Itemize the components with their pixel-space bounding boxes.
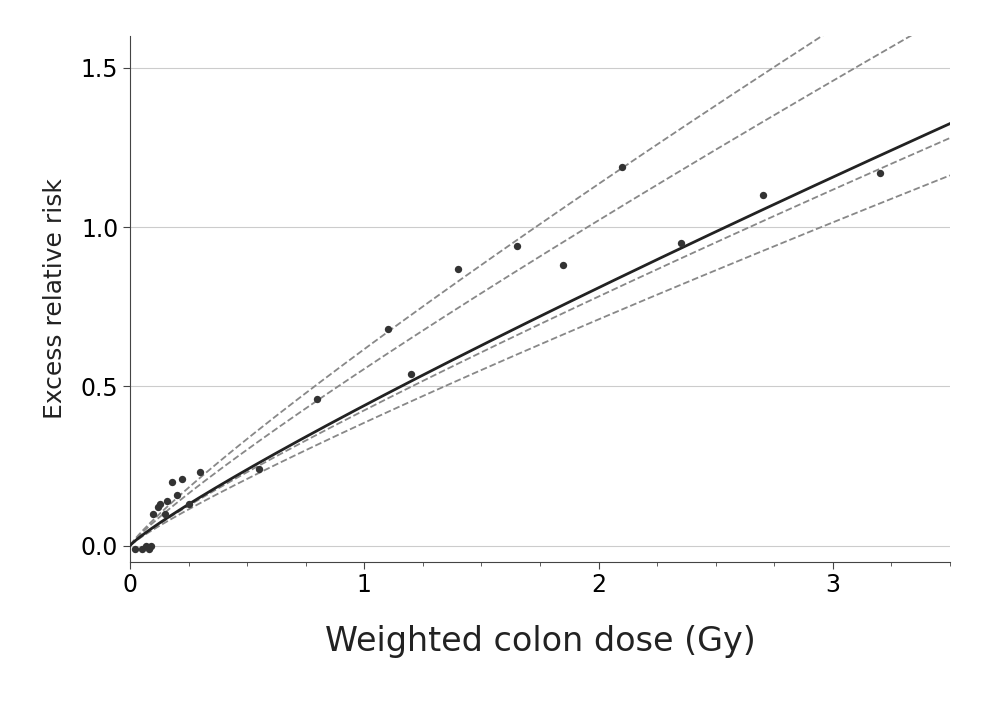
Point [555,260,571,271]
Point [309,393,325,405]
Point [150,502,166,513]
Point [127,543,143,554]
Point [755,189,771,201]
Point [174,473,190,485]
Point [134,543,150,554]
Point [138,540,154,552]
Point [143,540,159,552]
Point [509,240,525,252]
Point [192,467,208,478]
Point [614,161,630,172]
X-axis label: Weighted colon dose (Gy): Weighted colon dose (Gy) [325,625,755,658]
Point [164,476,180,487]
Point [251,464,267,475]
Point [169,489,185,500]
Point [152,498,168,510]
Point [673,238,689,249]
Point [157,508,173,520]
Point [380,323,396,335]
Point [403,368,419,379]
Point [181,498,197,510]
Point [159,495,175,507]
Point [141,543,157,554]
Point [872,167,888,179]
Point [450,263,466,274]
Y-axis label: Excess relative risk: Excess relative risk [43,179,67,419]
Point [145,508,161,520]
